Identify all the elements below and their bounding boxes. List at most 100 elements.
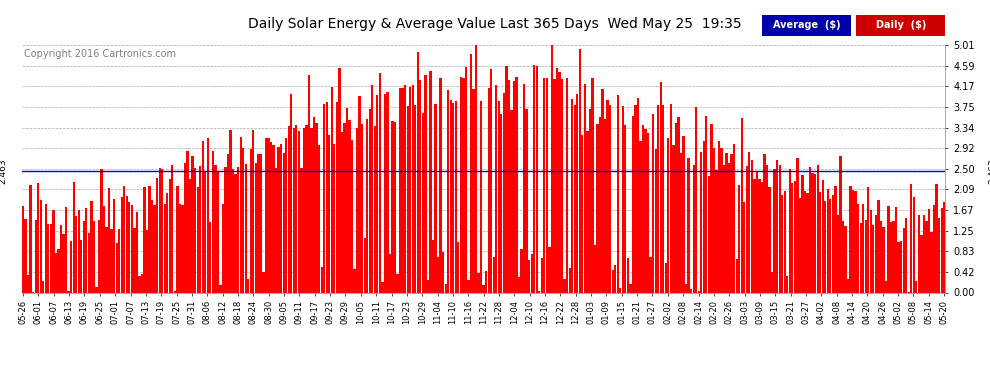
Bar	[824, 201, 827, 292]
Bar	[437, 257, 440, 292]
Bar	[425, 75, 427, 292]
Bar	[796, 158, 799, 292]
Bar	[869, 210, 872, 292]
Bar	[493, 256, 495, 292]
Bar	[731, 154, 733, 292]
Bar	[677, 117, 679, 292]
Bar	[573, 105, 576, 292]
Bar	[918, 215, 920, 292]
Bar	[303, 128, 305, 292]
Bar	[563, 279, 565, 292]
Bar	[232, 170, 235, 292]
Bar	[331, 87, 333, 292]
Bar	[308, 75, 310, 292]
Bar	[37, 183, 40, 292]
Bar	[293, 128, 295, 292]
Bar	[698, 291, 700, 292]
Bar	[396, 274, 399, 292]
Bar	[487, 88, 490, 292]
Bar	[209, 222, 212, 292]
Bar	[136, 211, 138, 292]
Bar	[877, 200, 879, 292]
Bar	[477, 273, 480, 292]
Bar	[763, 154, 765, 292]
Bar	[105, 227, 108, 292]
Bar	[336, 102, 338, 292]
Bar	[807, 193, 809, 292]
Bar	[191, 156, 194, 292]
Bar	[168, 178, 171, 292]
Bar	[662, 105, 664, 292]
Bar	[508, 80, 510, 292]
Bar	[328, 135, 331, 292]
Bar	[131, 205, 133, 292]
Bar	[277, 147, 280, 292]
Bar	[500, 114, 503, 292]
Bar	[541, 258, 543, 292]
Bar	[601, 89, 604, 292]
Bar	[48, 224, 50, 292]
Bar	[859, 223, 862, 292]
Bar	[298, 131, 300, 292]
Bar	[103, 206, 105, 292]
Bar	[181, 205, 183, 292]
Bar	[197, 188, 199, 292]
Bar	[526, 109, 528, 292]
Bar	[649, 256, 651, 292]
Bar	[882, 226, 885, 292]
Bar	[814, 174, 817, 292]
Bar	[480, 100, 482, 292]
Bar	[305, 125, 308, 292]
Bar	[300, 168, 303, 292]
Bar	[485, 271, 487, 292]
Bar	[596, 124, 599, 292]
Bar	[705, 116, 708, 292]
Bar	[755, 172, 758, 292]
Bar	[852, 190, 854, 292]
Bar	[640, 141, 642, 292]
Bar	[248, 279, 249, 292]
Bar	[75, 216, 77, 292]
Bar	[940, 208, 942, 292]
Bar	[943, 202, 945, 292]
Bar	[414, 105, 417, 292]
Bar	[344, 123, 346, 292]
Bar	[156, 178, 158, 292]
Bar	[659, 82, 662, 292]
Bar	[672, 145, 674, 292]
Bar	[227, 154, 229, 292]
Text: Average  ($): Average ($)	[773, 20, 841, 30]
Bar	[202, 141, 204, 292]
Bar	[753, 179, 755, 292]
Bar	[880, 221, 882, 292]
Bar	[723, 165, 725, 292]
Bar	[599, 117, 601, 292]
Bar	[430, 72, 432, 292]
Bar	[533, 64, 536, 292]
Bar	[490, 69, 492, 292]
Bar	[457, 242, 459, 292]
Bar	[619, 288, 622, 292]
Bar	[163, 204, 166, 292]
Bar	[462, 78, 464, 292]
Bar	[121, 197, 123, 292]
Bar	[739, 185, 741, 292]
Bar	[761, 182, 763, 292]
Bar	[612, 270, 614, 292]
Text: Daily  ($): Daily ($)	[876, 20, 926, 30]
Bar	[254, 163, 257, 292]
Bar	[710, 124, 713, 292]
Bar	[667, 138, 669, 292]
Bar	[222, 204, 224, 292]
Bar	[670, 104, 672, 292]
Bar	[776, 160, 778, 292]
Bar	[50, 224, 52, 292]
Bar	[361, 124, 363, 292]
Bar	[804, 192, 806, 292]
Bar	[346, 108, 348, 292]
Bar	[472, 88, 474, 292]
Bar	[259, 154, 262, 292]
Bar	[721, 148, 723, 292]
Bar	[801, 175, 804, 292]
Bar	[571, 99, 573, 292]
